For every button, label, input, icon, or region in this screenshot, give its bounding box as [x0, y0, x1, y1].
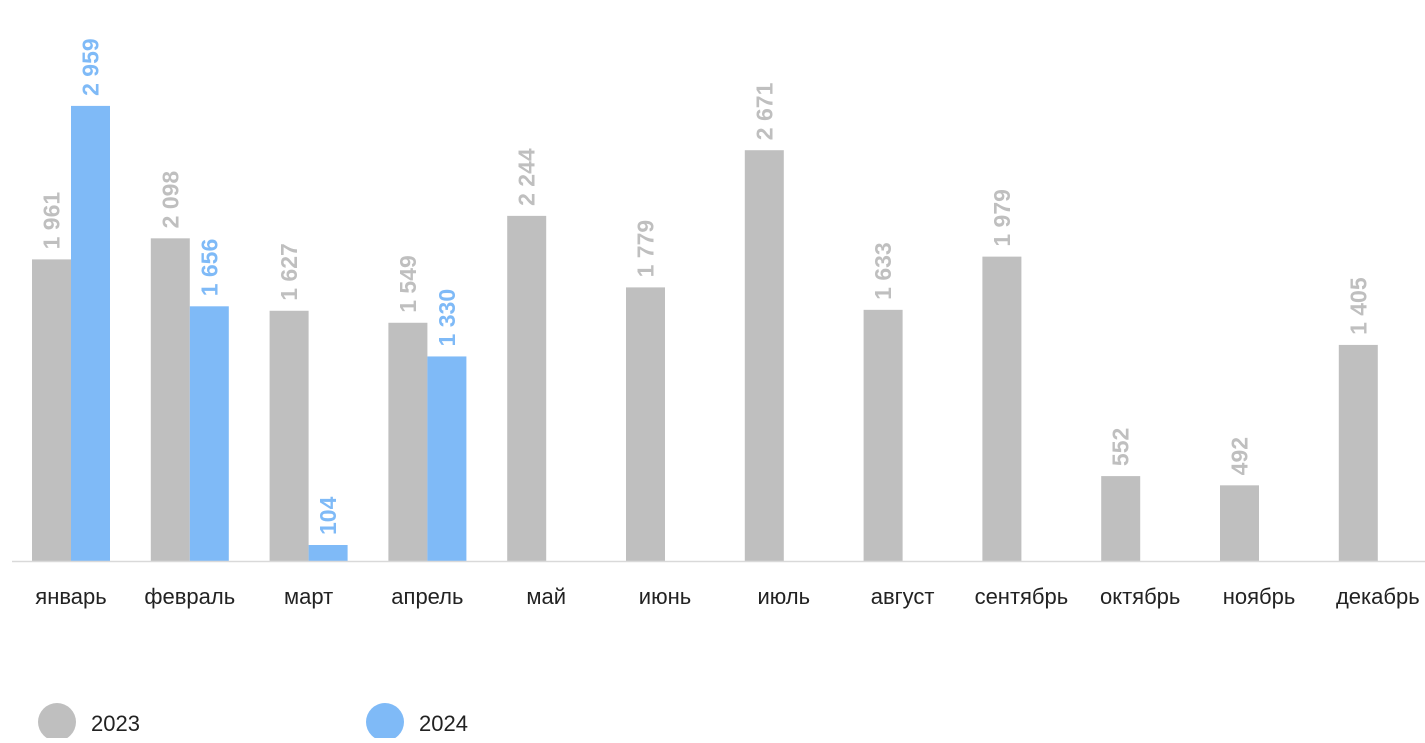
bar-октябрь-2023	[1101, 476, 1141, 561]
legend-label-2023: 2023	[91, 711, 140, 736]
bar-февраль-2024	[189, 306, 229, 561]
category-label-февраль: февраль	[144, 584, 235, 609]
legend-swatch-2024	[366, 703, 404, 741]
legend-swatch-2023	[38, 703, 76, 741]
value-label-февраль-2024: 1 656	[196, 239, 222, 297]
category-label-апрель: апрель	[391, 584, 463, 609]
bar-апрель-2024	[427, 356, 467, 561]
category-labels-layer: январь февраль март апрель май июнь июль август…	[35, 584, 1419, 609]
category-label-июль: июль	[757, 584, 810, 609]
legend: 2023 2024	[38, 703, 468, 741]
value-labels-layer: 1 961 2 959 2 098 1 656 1 627 104 1 549 1 330 2 …	[39, 38, 1372, 535]
value-label-октябрь-2023: 552	[1108, 428, 1134, 466]
value-label-март-2023: 1 627	[276, 243, 302, 301]
value-label-декабрь-2023: 1 405	[1345, 277, 1371, 335]
bar-август-2023	[863, 309, 903, 561]
bar-июль-2023	[744, 150, 784, 561]
value-label-май-2023: 2 244	[514, 148, 540, 206]
bars-layer	[32, 105, 1378, 562]
category-label-март: март	[284, 584, 333, 609]
bar-январь-2023	[32, 259, 71, 561]
category-label-май: май	[526, 584, 566, 609]
value-label-январь-2024: 2 959	[78, 38, 104, 96]
bar-май-2023	[507, 215, 547, 561]
value-label-апрель-2023: 1 549	[395, 255, 421, 313]
bar-январь-2024	[71, 105, 110, 562]
value-label-февраль-2023: 2 098	[157, 171, 183, 229]
category-label-сентябрь: сентябрь	[975, 584, 1069, 609]
value-label-август-2023: 1 633	[870, 242, 896, 300]
bar-ноябрь-2023	[1220, 485, 1259, 561]
category-label-декабрь: декабрь	[1336, 584, 1420, 609]
bar-декабрь-2023	[1338, 344, 1378, 561]
bar-апрель-2023	[388, 322, 428, 561]
category-label-июнь: июнь	[639, 584, 691, 609]
bar-сентябрь-2023	[982, 256, 1022, 561]
value-label-апрель-2024: 1 330	[434, 289, 460, 347]
category-label-октябрь: октябрь	[1100, 584, 1180, 609]
value-label-сентябрь-2023: 1 979	[989, 189, 1015, 247]
bar-февраль-2023	[150, 238, 190, 561]
bar-март-2024	[308, 545, 348, 561]
category-label-ноябрь: ноябрь	[1223, 584, 1296, 609]
bar-март-2023	[269, 310, 309, 561]
legend-label-2024: 2024	[419, 711, 468, 736]
value-label-март-2024: 104	[315, 496, 341, 535]
value-label-ноябрь-2023: 492	[1227, 437, 1253, 475]
value-label-июнь-2023: 1 779	[633, 220, 659, 278]
category-label-январь: январь	[35, 584, 106, 609]
category-label-август: август	[871, 584, 935, 609]
value-label-июль-2023: 2 671	[751, 82, 777, 140]
bar-июнь-2023	[626, 287, 665, 561]
value-label-январь-2023: 1 961	[39, 192, 65, 250]
